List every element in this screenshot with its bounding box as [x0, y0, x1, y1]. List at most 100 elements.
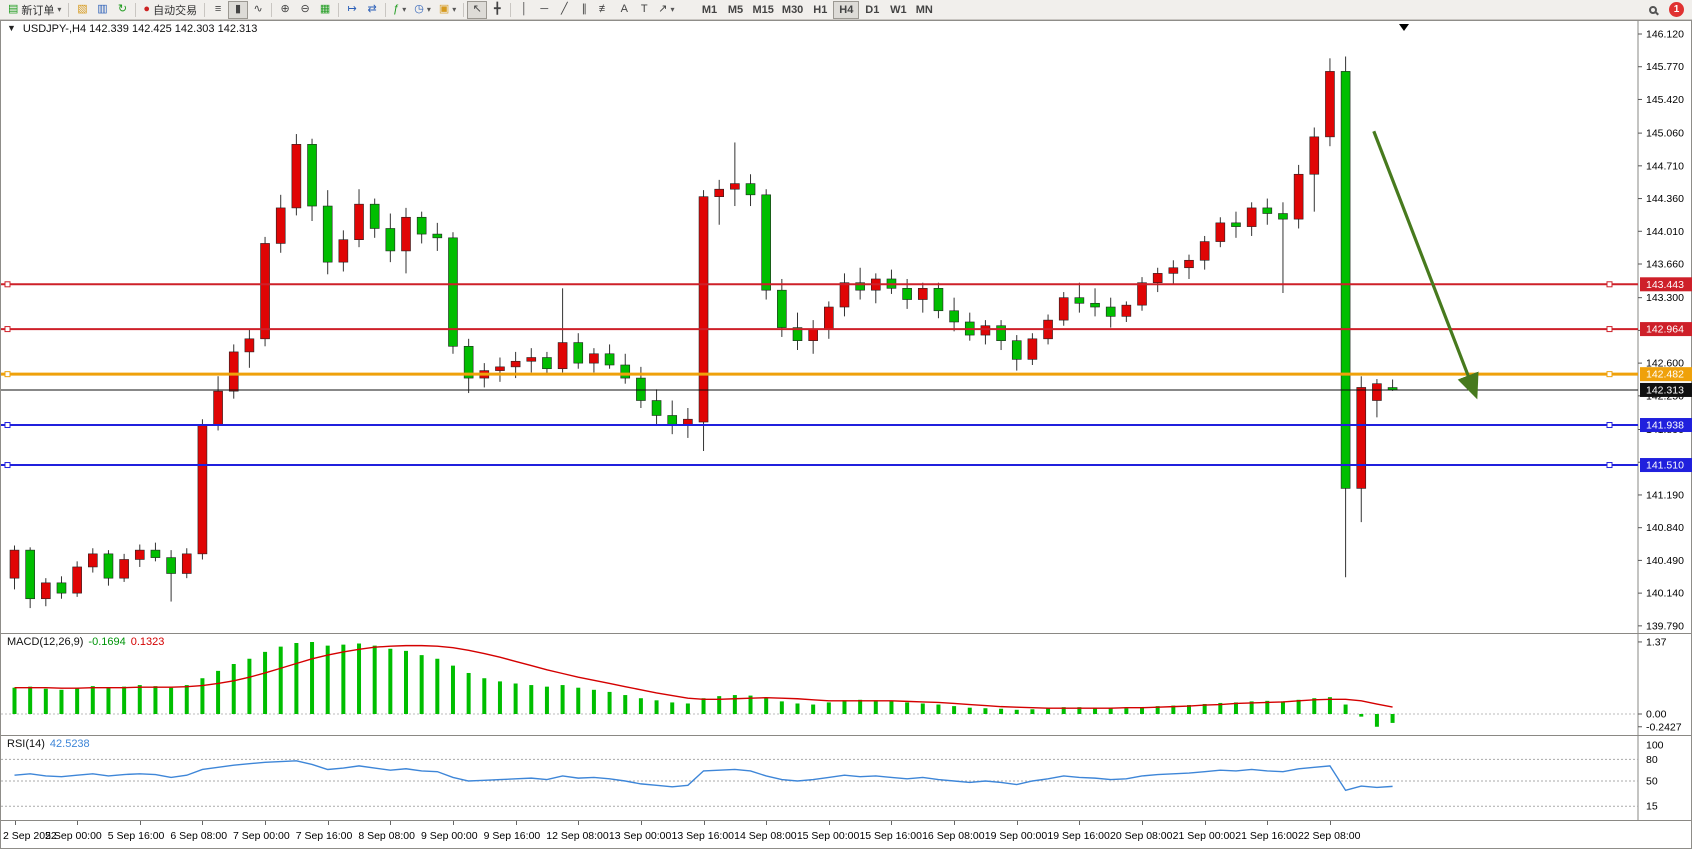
macd-histogram — [12, 641, 1395, 727]
price-tick-label: 144.710 — [1646, 160, 1684, 172]
time-tick — [640, 821, 642, 825]
line-handle[interactable] — [1606, 422, 1613, 429]
time-tick — [578, 821, 580, 825]
crosshair-tool-button[interactable]: ╋ — [487, 1, 507, 19]
macd-canvas[interactable]: 1.37 0.00-0.2427 — [1, 634, 1692, 736]
timeframe-m15-button[interactable]: M15 — [749, 1, 778, 19]
hline-141.938[interactable] — [1, 422, 1638, 429]
label-tool-button[interactable]: T — [634, 1, 654, 19]
line-handle[interactable] — [4, 422, 11, 429]
cursor-tool-button[interactable]: ↖ — [467, 0, 488, 19]
trendline-icon: ╱ — [560, 3, 568, 15]
channel-tool-button[interactable]: ∥ — [574, 1, 594, 19]
timeframe-d1-button[interactable]: D1 — [859, 1, 885, 19]
time-tick — [390, 821, 392, 825]
candle-body — [808, 329, 818, 341]
candlestick-icon: ▮ — [235, 3, 242, 15]
time-label: 7 Sep 16:00 — [295, 830, 353, 842]
vertical-line-tool-button[interactable]: │ — [514, 1, 534, 19]
time-tick — [265, 821, 267, 825]
line-handle[interactable] — [1606, 371, 1613, 378]
price-chart-canvas[interactable]: 146.120 145.770 145.420 145.060 144.710 144.3… — [1, 21, 1692, 633]
candle-body — [432, 233, 443, 239]
autotrade-label: 自动交易 — [153, 4, 198, 17]
candle-body — [589, 353, 599, 364]
toolbar-separator — [463, 2, 465, 17]
candle-body — [792, 327, 803, 341]
time-label: 6 Sep 08:00 — [170, 830, 228, 842]
charts-button[interactable]: ▥ — [92, 1, 112, 19]
fibonacci-tool-button[interactable]: ≢ — [594, 1, 614, 19]
hline-141.510[interactable] — [1, 462, 1638, 469]
profiles-button[interactable]: ▧ — [72, 1, 92, 19]
rsi-canvas[interactable]: 100 80 50 15 — [1, 736, 1692, 821]
chevron-down-icon: ▾ — [452, 5, 457, 14]
candle-body — [1278, 213, 1288, 220]
candle-body — [917, 288, 928, 300]
hline-142.482[interactable] — [1, 371, 1638, 378]
line-handle[interactable] — [1606, 281, 1613, 288]
bar-chart-button[interactable]: ≡ — [208, 1, 228, 19]
timeframe-w1-button[interactable]: W1 — [885, 1, 911, 19]
timeframe-m5-button[interactable]: M5 — [723, 1, 749, 19]
templates-button[interactable]: ▣ ▾ — [435, 1, 460, 19]
candle-body — [1356, 387, 1367, 489]
line-chart-icon: ∿ — [253, 3, 263, 15]
timeframe-h1-button[interactable]: H1 — [807, 1, 833, 19]
horizontal-line-tool-button[interactable]: ─ — [534, 1, 554, 19]
text-tool-button[interactable]: A — [614, 1, 634, 19]
line-handle[interactable] — [1606, 326, 1613, 333]
candle-body — [1168, 267, 1179, 274]
line-handle[interactable] — [4, 462, 11, 469]
price-tick-label: 142.600 — [1646, 358, 1684, 370]
candle-body — [1011, 340, 1022, 360]
auto-scroll-button[interactable]: ↦ — [342, 1, 362, 19]
time-tick — [703, 821, 705, 825]
zoom-out-button[interactable]: ⊖ — [295, 1, 315, 19]
search-button[interactable] — [1643, 1, 1663, 19]
trendline-tool-button[interactable]: ╱ — [554, 1, 574, 19]
arrows-tool-button[interactable]: ↗ ▾ — [654, 1, 678, 19]
chart-shift-button[interactable]: ⇄ — [362, 1, 382, 19]
periods-button[interactable]: ◷ ▾ — [410, 1, 435, 19]
time-label: 7 Sep 00:00 — [233, 830, 290, 842]
candle-body — [1105, 306, 1116, 317]
crosshair-icon: ╋ — [493, 3, 501, 15]
price-tick-label: 139.790 — [1646, 620, 1684, 632]
one-click-trading-arrow[interactable]: ▼ — [7, 23, 16, 33]
zoom-in-button[interactable]: ⊕ — [275, 1, 295, 19]
chart-shift-marker[interactable] — [1399, 24, 1409, 31]
tile-windows-button[interactable]: ▦ — [315, 1, 335, 19]
price-badge-label: 141.510 — [1646, 460, 1684, 472]
price-tick-label: 140.490 — [1646, 555, 1684, 567]
candlestick-chart-button[interactable]: ▮ — [228, 0, 249, 19]
line-handle[interactable] — [4, 371, 11, 378]
new-order-button[interactable]: ▤ 新订单 ▾ — [4, 1, 65, 19]
hline-142.964[interactable] — [1, 326, 1638, 333]
refresh-button[interactable]: ↻ — [112, 1, 132, 19]
price-tick-label: 141.190 — [1646, 489, 1684, 501]
time-axis[interactable]: 2 Sep 2022 5 Sep 00:00 5 Sep 16:00 6 Sep 08… — [1, 820, 1691, 848]
timeframe-mn-button[interactable]: MN — [911, 1, 937, 19]
timeframe-m30-button[interactable]: M30 — [778, 1, 807, 19]
candle-body — [369, 203, 380, 229]
price-tick-label: 144.360 — [1646, 193, 1684, 205]
line-handle[interactable] — [4, 281, 11, 288]
price-badge — [1640, 382, 1692, 397]
candle-body — [416, 216, 427, 235]
notification-badge[interactable]: 1 — [1669, 2, 1684, 17]
time-tick — [828, 821, 830, 825]
line-chart-button[interactable]: ∿ — [248, 1, 268, 19]
line-handle[interactable] — [1606, 462, 1613, 469]
autotrade-button[interactable]: ● 自动交易 — [139, 1, 201, 19]
timeframe-m1-button[interactable]: M1 — [697, 1, 723, 19]
timeframe-h4-button[interactable]: H4 — [833, 0, 860, 19]
toolbar-separator — [385, 2, 387, 17]
candle-body — [730, 183, 740, 190]
line-handle[interactable] — [4, 326, 11, 333]
candle-body — [1246, 207, 1257, 227]
hline-143.443[interactable] — [1, 281, 1638, 288]
time-label: 19 Sep 00:00 — [984, 830, 1048, 842]
indicators-button[interactable]: ƒ ▾ — [389, 1, 410, 19]
trend-arrow[interactable] — [1372, 130, 1479, 400]
